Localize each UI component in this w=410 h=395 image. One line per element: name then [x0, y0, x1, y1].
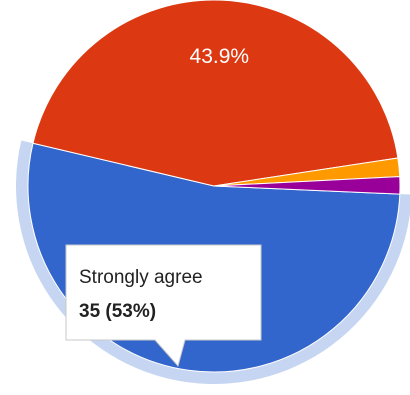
slice-labels-layer: 43.9% — [190, 45, 250, 68]
tooltip-value: 35 (53%) — [79, 301, 156, 322]
tooltip-label: Strongly agree — [79, 267, 203, 288]
pie-slice-2[interactable] — [32, 0, 399, 187]
slice-label-2: 43.9% — [190, 45, 250, 68]
tooltip-box — [65, 244, 262, 368]
tooltip: Strongly agree 35 (53%) — [65, 244, 262, 368]
pie-slice-4[interactable] — [213, 176, 401, 195]
